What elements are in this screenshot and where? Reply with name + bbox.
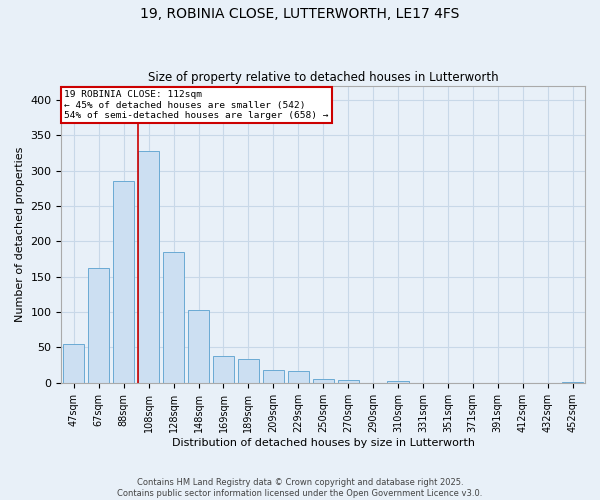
Bar xyxy=(338,380,359,383)
Bar xyxy=(313,378,334,383)
Bar xyxy=(287,371,309,383)
Bar xyxy=(213,356,234,383)
Y-axis label: Number of detached properties: Number of detached properties xyxy=(15,146,25,322)
Bar xyxy=(263,370,284,383)
Bar xyxy=(113,181,134,383)
Text: 19, ROBINIA CLOSE, LUTTERWORTH, LE17 4FS: 19, ROBINIA CLOSE, LUTTERWORTH, LE17 4FS xyxy=(140,8,460,22)
Bar xyxy=(388,380,409,383)
Bar xyxy=(562,382,583,383)
Bar xyxy=(163,252,184,383)
Bar xyxy=(138,152,159,383)
Text: 19 ROBINIA CLOSE: 112sqm
← 45% of detached houses are smaller (542)
54% of semi-: 19 ROBINIA CLOSE: 112sqm ← 45% of detach… xyxy=(64,90,329,120)
Text: Contains HM Land Registry data © Crown copyright and database right 2025.
Contai: Contains HM Land Registry data © Crown c… xyxy=(118,478,482,498)
Bar xyxy=(88,268,109,383)
Bar xyxy=(63,344,85,383)
Bar xyxy=(188,310,209,383)
Bar xyxy=(238,359,259,383)
X-axis label: Distribution of detached houses by size in Lutterworth: Distribution of detached houses by size … xyxy=(172,438,475,448)
Title: Size of property relative to detached houses in Lutterworth: Size of property relative to detached ho… xyxy=(148,72,499,85)
